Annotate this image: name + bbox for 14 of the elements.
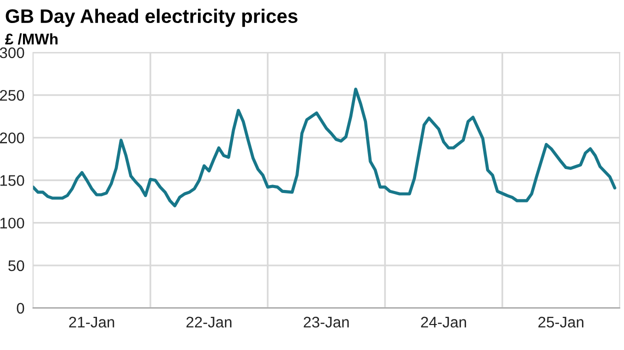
y-tick-label: 250 [0, 90, 24, 101]
y-tick-label: 200 [0, 132, 24, 144]
x-tick-label: 22-Jan [186, 316, 232, 328]
x-tick-label: 23-Jan [304, 316, 349, 328]
y-tick-label: 300 [0, 47, 24, 58]
x-tick-label: 24-Jan [421, 316, 466, 328]
chart-subtitle: £ /MWh [5, 33, 58, 45]
y-tick-label: 50 [8, 260, 24, 272]
y-tick-label: 100 [0, 218, 24, 229]
y-tick-label: 150 [0, 175, 24, 186]
x-tick-label: 25-Jan [538, 316, 584, 328]
chart-title: GB Day Ahead electricity prices [6, 8, 298, 27]
x-tick-label: 21-Jan [69, 316, 114, 328]
y-tick-label: 0 [16, 302, 24, 314]
